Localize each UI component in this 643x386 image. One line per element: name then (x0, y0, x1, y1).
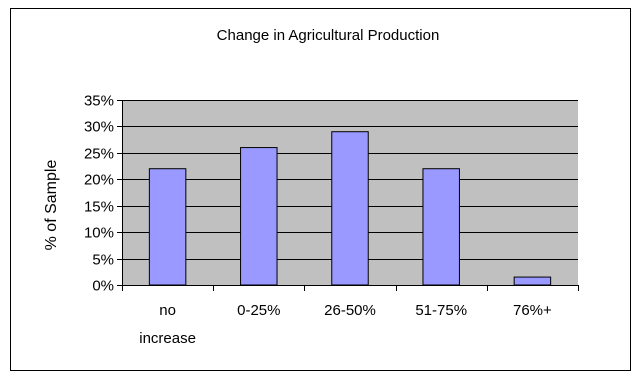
y-tick-label: 25% (84, 146, 114, 163)
bar (513, 276, 552, 286)
bar (422, 168, 460, 286)
x-tick-label-line: increase (139, 330, 196, 347)
chart-title: Change in Agricultural Production (217, 27, 440, 44)
y-tick-label: 15% (84, 199, 114, 216)
x-tick-label: 26-50% (324, 302, 376, 319)
y-tick-label: 30% (84, 119, 114, 136)
x-tick-label-line: no (159, 302, 176, 319)
x-tick-label: 0-25% (237, 302, 280, 319)
y-tick-label: 35% (84, 93, 114, 110)
y-tick-label: 5% (92, 252, 114, 269)
y-tick-label: 20% (84, 172, 114, 189)
y-tick-label: 10% (84, 225, 114, 242)
bar (148, 168, 187, 286)
x-tick-label-line: 0-25% (237, 302, 280, 319)
plot-area: 0% 5% 10% 15% 20% 25% 30% 35% no increase 0-25% 26-… (84, 93, 579, 347)
bar (240, 147, 278, 286)
x-tick-label: no increase (139, 302, 196, 347)
y-axis-label: % of Sample (43, 160, 60, 251)
bar (331, 131, 369, 286)
x-tick-label-line: 26-50% (324, 302, 376, 319)
x-tick-label-line: 76%+ (513, 302, 552, 319)
x-tick-label: 76%+ (513, 302, 552, 319)
x-tick-label: 51-75% (415, 302, 467, 319)
x-tick-label-line: 51-75% (415, 302, 467, 319)
y-tick-label: 0% (92, 278, 114, 295)
